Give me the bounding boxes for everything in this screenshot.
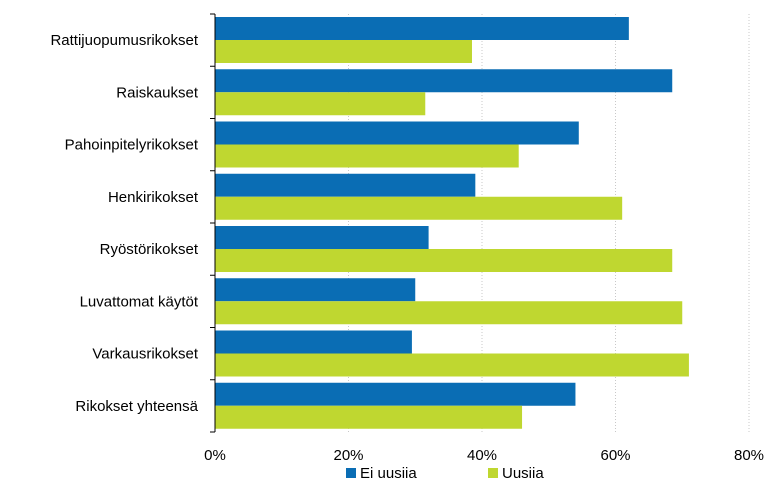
category-label-5: Luvattomat käytöt <box>80 293 199 310</box>
bar-ei-uusiia-3 <box>215 173 476 197</box>
x-tick-label-1: 20% <box>333 447 363 464</box>
x-tick-label-4: 80% <box>734 447 764 464</box>
legend-label-uusiia: Uusiia <box>502 465 544 482</box>
legend-swatch-ei-uusiia <box>346 468 356 478</box>
bar-uusiia-3 <box>215 196 623 220</box>
x-tick-labels: 0% 20% 40% 60% 80% <box>204 447 764 464</box>
legend-swatch-uusiia <box>488 468 498 478</box>
axes <box>210 13 216 433</box>
legend: Ei uusiia Uusiia <box>346 465 544 482</box>
category-labels: Rattijuopumusrikokset Raiskaukset Pahoinpi… <box>50 32 198 415</box>
bar-ei-uusiia-7 <box>215 382 576 406</box>
legend-label-ei-uusiia: Ei uusiia <box>360 465 417 482</box>
bar-uusiia-1 <box>215 92 426 116</box>
x-tick-label-2: 40% <box>467 447 497 464</box>
bar-uusiia-0 <box>215 40 472 63</box>
category-label-2: Pahoinpitelyrikokset <box>65 137 199 154</box>
bar-ei-uusiia-0 <box>215 17 629 40</box>
category-label-6: Varkausrikokset <box>92 346 198 363</box>
category-label-7: Rikokset yhteensä <box>75 398 198 415</box>
x-tick-label-3: 60% <box>600 447 630 464</box>
bars <box>215 17 689 429</box>
bar-uusiia-5 <box>215 301 683 325</box>
bar-ei-uusiia-5 <box>215 278 416 302</box>
category-label-1: Raiskaukset <box>116 84 199 101</box>
bar-ei-uusiia-1 <box>215 69 673 93</box>
bar-uusiia-7 <box>215 405 523 429</box>
bar-uusiia-2 <box>215 144 519 168</box>
bar-ei-uusiia-4 <box>215 226 429 249</box>
x-tick-label-0: 0% <box>204 447 226 464</box>
bar-uusiia-6 <box>215 353 689 377</box>
bar-ei-uusiia-6 <box>215 330 412 354</box>
bar-uusiia-4 <box>215 249 673 272</box>
category-label-3: Henkirikokset <box>108 189 199 206</box>
bar-ei-uusiia-2 <box>215 121 579 145</box>
category-label-4: Ryöstörikokset <box>100 241 199 258</box>
category-label-0: Rattijuopumusrikokset <box>50 32 198 49</box>
